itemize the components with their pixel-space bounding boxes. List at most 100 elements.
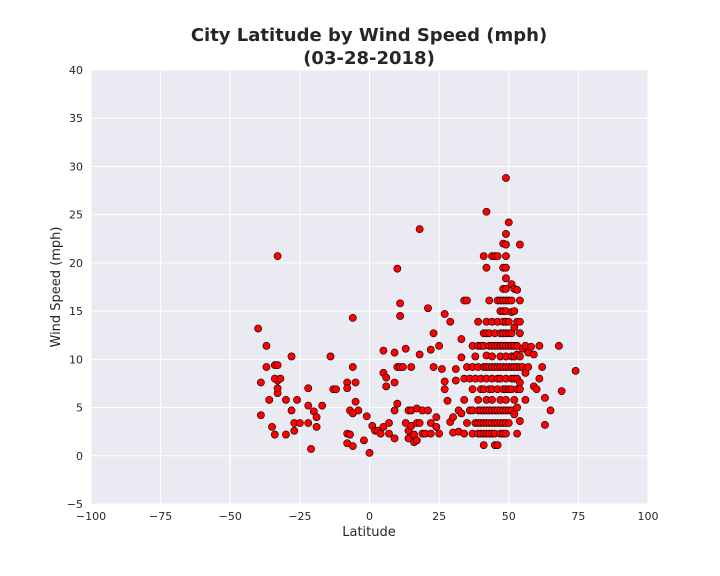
data-point: [482, 207, 491, 216]
data-point: [457, 353, 466, 362]
data-point: [446, 317, 455, 326]
data-point: [457, 335, 466, 343]
data-point: [515, 352, 524, 361]
data-point: [346, 430, 354, 439]
data-point: [440, 385, 449, 394]
data-point: [376, 429, 385, 438]
data-point: [510, 395, 519, 404]
data-point: [312, 413, 321, 422]
data-point: [513, 429, 522, 438]
data-point: [379, 346, 388, 355]
data-point: [493, 252, 502, 261]
data-point: [307, 445, 315, 453]
data-point: [273, 361, 282, 370]
data-point: [326, 352, 335, 361]
data-point: [515, 329, 524, 338]
chart-subtitle: (03-28-2018): [303, 48, 435, 69]
data-point: [529, 350, 538, 359]
data-point: [256, 411, 265, 420]
data-point: [282, 430, 290, 439]
data-point: [502, 252, 510, 261]
data-point: [460, 395, 469, 404]
data-point: [479, 252, 488, 261]
data-point: [348, 363, 357, 371]
data-point: [304, 401, 313, 410]
data-point: [393, 399, 402, 408]
data-point: [504, 419, 513, 427]
data-point: [432, 413, 441, 422]
data-point: [535, 374, 544, 383]
data-point: [332, 385, 340, 394]
y-tick-label: 20: [69, 257, 83, 270]
x-tick-label: −50: [219, 510, 242, 523]
data-point: [426, 419, 435, 427]
data-point: [396, 312, 405, 320]
data-point: [351, 397, 360, 406]
data-point: [262, 341, 271, 350]
y-tick-label: 5: [76, 402, 83, 415]
data-point: [360, 436, 368, 445]
data-point: [424, 406, 432, 415]
x-tick-label: −75: [149, 510, 172, 523]
data-point: [415, 350, 424, 359]
data-point: [385, 419, 393, 427]
data-point: [463, 296, 471, 305]
y-tick-label: −5: [67, 498, 83, 511]
data-point: [276, 374, 285, 383]
data-point: [546, 406, 555, 415]
data-point: [415, 419, 424, 427]
data-point: [401, 344, 410, 353]
data-point: [502, 274, 510, 283]
data-point: [440, 377, 449, 386]
data-point: [451, 365, 460, 373]
data-point: [502, 285, 510, 293]
data-point: [443, 396, 452, 405]
y-tick-label: 40: [69, 64, 83, 77]
data-point: [254, 324, 262, 333]
data-point: [510, 410, 519, 419]
data-point: [457, 409, 466, 418]
data-point: [396, 299, 405, 308]
data-point: [293, 395, 301, 404]
y-tick-label: 0: [76, 450, 83, 463]
x-tick-label: 25: [432, 510, 446, 523]
x-axis-label: Latitude: [342, 525, 396, 540]
data-point: [287, 406, 296, 415]
data-point: [535, 341, 544, 350]
y-tick-label: 10: [69, 353, 83, 366]
data-point: [385, 429, 393, 438]
data-point: [468, 385, 477, 394]
y-tick-label: 15: [69, 305, 83, 318]
data-point: [504, 317, 513, 326]
data-point: [390, 434, 399, 443]
data-point: [393, 264, 402, 273]
data-point: [268, 422, 276, 431]
data-point: [404, 434, 413, 443]
data-point: [412, 436, 421, 445]
data-point: [265, 395, 274, 404]
y-tick-label: 30: [69, 160, 83, 173]
data-point: [471, 352, 480, 361]
x-tick-labels: −100 −75 −50 −25 0 25 50 75 100: [76, 510, 659, 523]
data-point: [362, 412, 371, 421]
data-point: [502, 395, 510, 404]
data-point: [515, 378, 524, 387]
data-point: [532, 385, 541, 394]
data-point: [290, 426, 299, 435]
data-point: [507, 296, 516, 305]
data-point: [429, 363, 438, 371]
data-point: [515, 385, 524, 394]
data-point: [541, 394, 549, 402]
data-point: [348, 409, 357, 418]
data-point: [504, 218, 513, 227]
data-point: [435, 341, 444, 350]
data-point: [527, 342, 535, 351]
data-point: [390, 348, 399, 357]
data-point: [435, 429, 444, 438]
data-point: [571, 367, 580, 375]
data-point: [451, 376, 460, 385]
data-point: [460, 429, 469, 438]
data-point: [304, 384, 313, 393]
data-point: [382, 382, 391, 391]
